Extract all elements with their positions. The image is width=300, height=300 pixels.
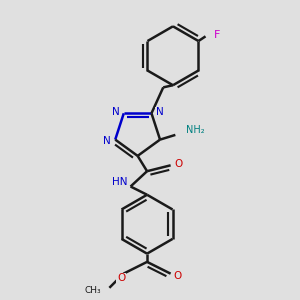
Text: CH₃: CH₃: [85, 286, 101, 295]
Text: N: N: [112, 107, 119, 117]
Text: NH₂: NH₂: [186, 125, 205, 135]
Text: O: O: [175, 159, 183, 169]
Text: N: N: [156, 107, 164, 117]
Text: O: O: [174, 271, 182, 281]
Text: N: N: [103, 136, 111, 146]
Text: HN: HN: [112, 177, 128, 187]
Text: F: F: [214, 30, 220, 40]
Text: O: O: [117, 273, 125, 284]
